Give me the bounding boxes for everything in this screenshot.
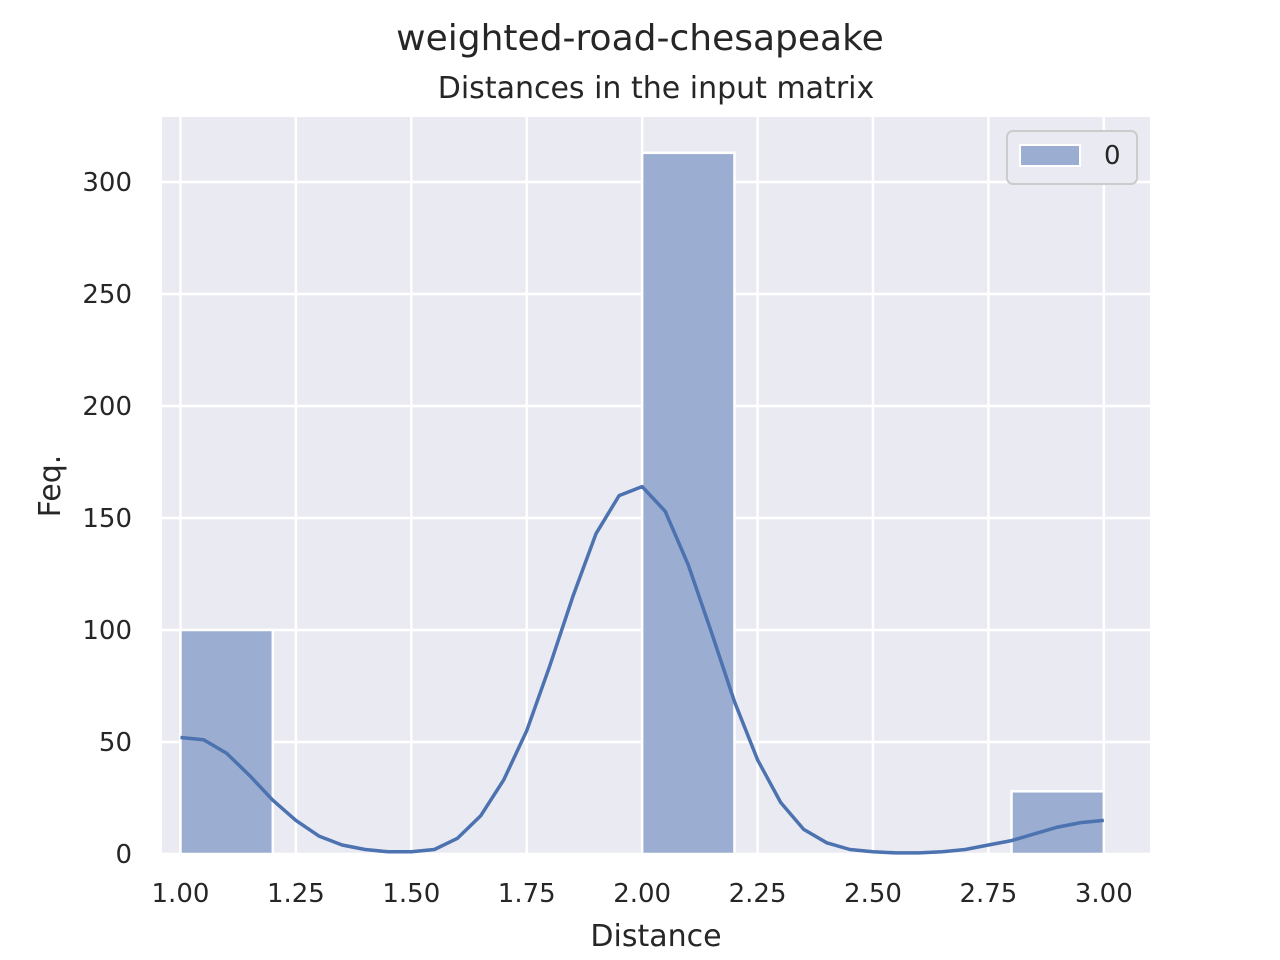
legend-entry-label: 0 xyxy=(1104,141,1121,171)
y-axis-ticks: 0 50 100 150 200 250 300 xyxy=(82,168,132,870)
x-tick-label: 1.50 xyxy=(382,879,440,909)
y-tick-label: 0 xyxy=(115,840,132,870)
legend-swatch xyxy=(1019,144,1081,167)
y-tick-label: 250 xyxy=(82,280,132,310)
x-tick-label: 3.00 xyxy=(1075,879,1133,909)
chart-title: Distances in the input matrix xyxy=(438,71,875,106)
legend: 0 xyxy=(1006,130,1138,185)
figure-title: weighted-road-chesapeake xyxy=(396,18,884,59)
y-tick-label: 50 xyxy=(99,728,132,758)
x-tick-label: 1.00 xyxy=(152,879,210,909)
y-tick-label: 200 xyxy=(82,392,132,422)
x-tick-label: 2.00 xyxy=(613,879,671,909)
x-axis-label: Distance xyxy=(590,919,721,954)
x-tick-label: 2.25 xyxy=(729,879,787,909)
x-tick-label: 1.75 xyxy=(498,879,556,909)
y-tick-label: 300 xyxy=(82,168,132,198)
x-tick-label: 2.50 xyxy=(844,879,902,909)
y-tick-label: 150 xyxy=(82,504,132,534)
x-axis-ticks: 1.00 1.25 1.50 1.75 2.00 2.25 2.50 2.75 3.00 xyxy=(152,879,1133,909)
x-tick-label: 1.25 xyxy=(267,879,325,909)
y-axis-label: Feq. xyxy=(33,455,68,518)
histogram-bars xyxy=(179,151,1106,856)
y-tick-label: 100 xyxy=(82,616,132,646)
x-tick-label: 2.75 xyxy=(959,879,1017,909)
kde-curve xyxy=(180,484,1104,855)
histogram-bar xyxy=(179,628,275,856)
